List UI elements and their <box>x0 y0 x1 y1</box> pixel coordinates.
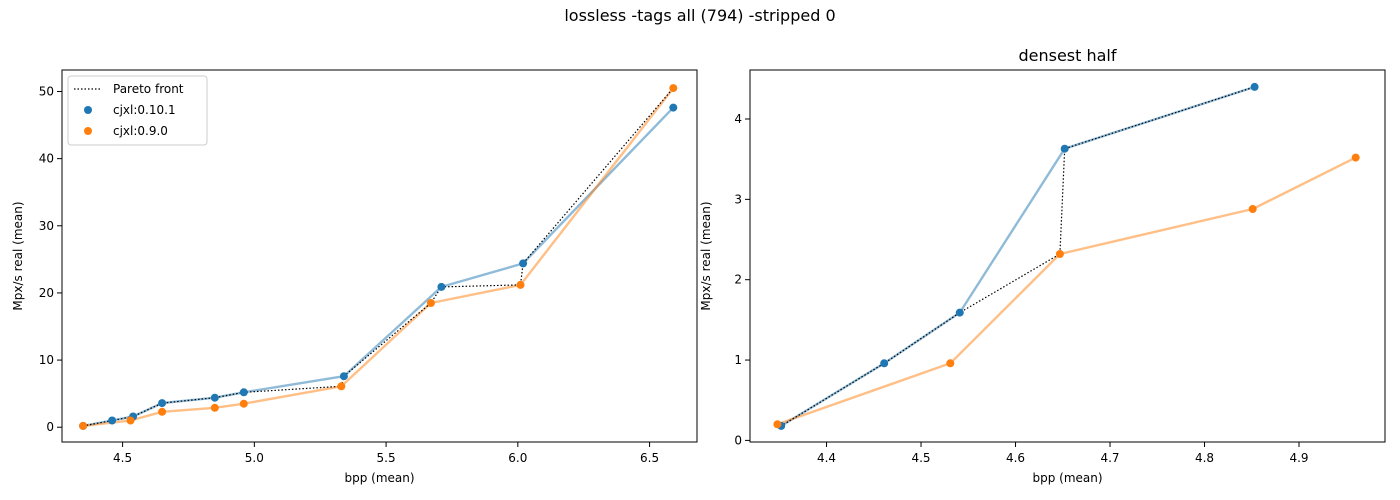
right-point-s0-1 <box>880 359 889 368</box>
left-legend-box <box>67 75 208 146</box>
right-y-tick-label-4: 4 <box>734 112 742 126</box>
left-panel: 4.5 5.0 5.5 6.0 6.5 0 10 20 30 40 50 bpp (mean) Mpx/… <box>11 69 698 485</box>
right-x-tick-label-5: 4.9 <box>1289 451 1308 465</box>
left-point-s1-4 <box>239 399 248 408</box>
left-y-tick-label-3: 30 <box>39 219 54 233</box>
right-pareto-front-line <box>777 86 1255 427</box>
left-point-s1-5 <box>337 382 346 391</box>
left-x-tick-label-4: 6.5 <box>640 451 659 465</box>
figure-title: lossless -tags all (794) -stripped 0 <box>564 6 836 25</box>
left-y-tick-label-1: 10 <box>39 353 54 367</box>
left-legend-swatch-1 <box>84 106 92 114</box>
right-x-axis-label: bpp (mean) <box>1032 471 1102 485</box>
right-y-tick-label-1: 1 <box>734 353 742 367</box>
right-point-s1-0 <box>773 420 782 429</box>
left-point-s0-1 <box>108 416 117 425</box>
left-axes-frame <box>61 69 698 443</box>
left-point-s0-6 <box>339 372 348 381</box>
left-x-axis-label: bpp (mean) <box>344 471 414 485</box>
right-x-tick-label-3: 4.7 <box>1100 451 1119 465</box>
left-point-s0-7 <box>437 282 446 291</box>
right-y-tick-label-0: 0 <box>734 433 742 447</box>
right-point-s0-2 <box>955 308 964 317</box>
left-point-s0-8 <box>519 259 528 268</box>
left-x-tick-label-1: 5.0 <box>245 451 264 465</box>
left-y-tick-label-0: 0 <box>46 420 54 434</box>
right-x-tick-label-2: 4.6 <box>1006 451 1025 465</box>
left-y-tick-label-5: 50 <box>39 84 54 98</box>
right-x-tick-label-4: 4.8 <box>1195 451 1214 465</box>
right-point-s0-3 <box>1060 144 1069 153</box>
left-y-tick-label-4: 40 <box>39 152 54 166</box>
right-x-tick-label-1: 4.5 <box>911 451 930 465</box>
right-y-axis-label: Mpx/s real (mean) <box>699 201 713 310</box>
right-point-s1-3 <box>1248 205 1257 213</box>
left-point-s0-9 <box>669 103 678 112</box>
left-legend-label-1: cjxl:0.10.1 <box>113 103 176 117</box>
left-point-s1-6 <box>426 299 435 307</box>
right-axes-frame <box>749 69 1386 443</box>
left-series-line-0 <box>82 106 675 428</box>
right-point-s1-4 <box>1351 153 1360 162</box>
left-point-s1-0 <box>79 421 88 430</box>
left-point-s1-2 <box>158 407 167 416</box>
right-series-line-1 <box>777 156 1357 426</box>
left-y-tick-label-2: 20 <box>39 286 54 300</box>
left-point-s1-7 <box>516 280 525 289</box>
left-point-s1-8 <box>669 84 678 93</box>
right-y-tick-label-3: 3 <box>734 192 742 206</box>
right-x-tick-label-0: 4.4 <box>817 451 836 465</box>
right-series-line-0 <box>780 85 1255 427</box>
left-legend-label-0: Pareto front <box>113 82 184 96</box>
left-point-s1-3 <box>210 403 219 412</box>
left-x-tick-label-3: 6.0 <box>508 451 527 465</box>
left-x-tick-label-2: 5.5 <box>377 451 396 465</box>
right-point-s1-1 <box>946 359 955 368</box>
left-legend-label-2: cjxl:0.9.0 <box>113 124 168 138</box>
left-y-axis-label: Mpx/s real (mean) <box>11 201 25 310</box>
left-x-tick-label-0: 4.5 <box>113 451 132 465</box>
left-point-s0-5 <box>239 388 248 397</box>
left-point-s1-1 <box>126 416 135 425</box>
left-point-s0-4 <box>210 393 219 402</box>
left-point-s0-3 <box>158 399 167 408</box>
right-point-s1-2 <box>1055 250 1064 258</box>
right-panel: densest half 4.4 4.5 4.6 4.7 4.8 4.9 0 1 2 3 4 bpp (… <box>699 46 1386 485</box>
right-y-tick-label-2: 2 <box>734 273 742 287</box>
left-legend-swatch-2 <box>84 127 92 135</box>
right-point-s0-4 <box>1250 82 1259 91</box>
right-panel-title: densest half <box>1018 46 1116 65</box>
